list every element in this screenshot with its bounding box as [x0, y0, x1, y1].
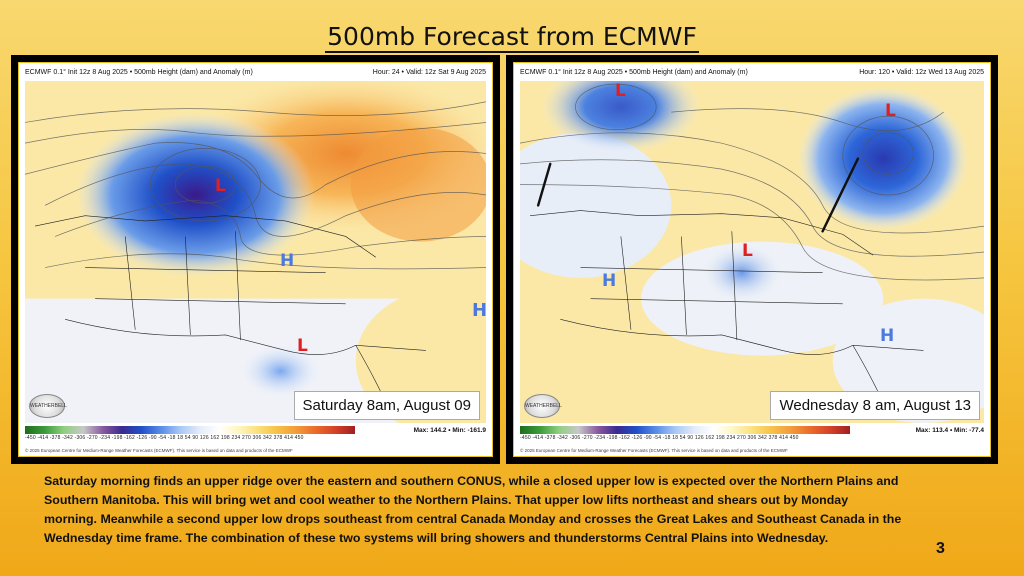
weatherbell-logo: WEATHERBELL	[524, 394, 562, 418]
map-header-left: ECMWF 0.1° Init 12z 8 Aug 2025 • 500mb H…	[520, 69, 748, 76]
map-frame: ECMWF 0.1° Init 12z 8 Aug 2025 • 500mb H…	[18, 62, 493, 457]
max-min-readout: Max: 113.4 • Min: -77.4	[915, 427, 984, 434]
low-pressure-marker-gulf: L	[297, 336, 308, 356]
map-header-right: Hour: 24 • Valid: 12z Sat 9 Aug 2025	[372, 69, 486, 76]
description-text: Saturday morning finds an upper ridge ov…	[44, 474, 902, 545]
high-pressure-marker-southeast: H	[880, 326, 895, 346]
forecast-map: L H L	[25, 81, 486, 423]
map-header-left: ECMWF 0.1° Init 12z 8 Aug 2025 • 500mb H…	[25, 69, 253, 76]
map-header: ECMWF 0.1° Init 12z 8 Aug 2025 • 500mb H…	[25, 69, 486, 81]
high-pressure-marker-edge: H	[472, 300, 488, 321]
forecast-map: L L L H H	[520, 81, 984, 423]
low-pressure-marker-great-lakes: L	[885, 101, 896, 121]
time-caption: Saturday 8am, August 09	[293, 391, 480, 420]
low-pressure-marker-canada: L	[615, 81, 626, 101]
low-pressure-marker-plains: L	[742, 241, 753, 261]
page-number: 3	[936, 540, 945, 557]
color-scale-bar	[25, 426, 355, 434]
slide-title: 500mb Forecast from ECMWF	[325, 22, 699, 53]
color-scale-bar	[520, 426, 850, 434]
map-header: ECMWF 0.1° Init 12z 8 Aug 2025 • 500mb H…	[520, 69, 984, 81]
weatherbell-logo: WEATHERBELL	[29, 394, 67, 418]
map-header-right: Hour: 120 • Valid: 12z Wed 13 Aug 2025	[859, 69, 984, 76]
scale-ticks: -450 -414 -378 -342 -306 -270 -234 -198 …	[25, 435, 304, 441]
map-frame: ECMWF 0.1° Init 12z 8 Aug 2025 • 500mb H…	[513, 62, 991, 457]
scale-ticks: -450 -414 -378 -342 -306 -270 -234 -198 …	[520, 435, 799, 441]
low-pressure-marker: L	[215, 176, 226, 196]
forecast-map-image	[25, 81, 486, 423]
high-pressure-marker-west: H	[602, 271, 617, 291]
anomaly-scale: -450 -414 -378 -342 -306 -270 -234 -198 …	[25, 426, 486, 442]
max-min-readout: Max: 144.2 • Min: -161.9	[413, 427, 486, 434]
map-panel-saturday: ECMWF 0.1° Init 12z 8 Aug 2025 • 500mb H…	[11, 55, 500, 464]
map-panel-wednesday: ECMWF 0.1° Init 12z 8 Aug 2025 • 500mb H…	[506, 55, 998, 464]
footer-note: © 2025 European Centre for Medium-Range …	[520, 448, 788, 453]
high-pressure-marker: H	[280, 251, 295, 271]
anomaly-scale: -450 -414 -378 -342 -306 -270 -234 -198 …	[520, 426, 984, 442]
time-caption: Wednesday 8 am, August 13	[770, 391, 980, 420]
footer-note: © 2025 European Centre for Medium-Range …	[25, 448, 293, 453]
